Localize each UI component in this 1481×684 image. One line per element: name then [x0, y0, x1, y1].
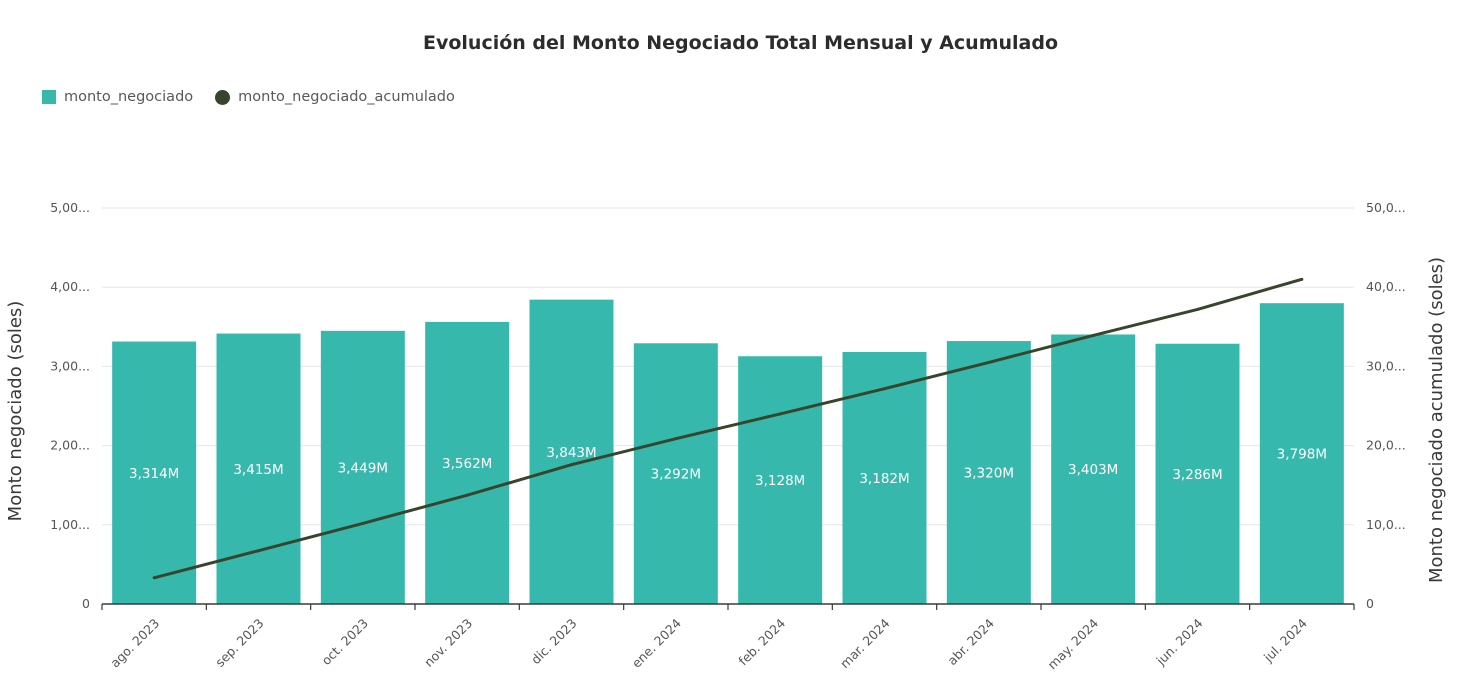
- y2-tick-label: 30,0...: [1366, 358, 1406, 373]
- y2-tick-label: 20,0...: [1366, 438, 1406, 453]
- bar-value-label: 3,562M: [442, 456, 492, 472]
- cumulative-point: [570, 463, 573, 467]
- y2-axis-title: Monto negociado acumulado (soles): [1426, 257, 1447, 583]
- bar-value-label: 3,314M: [129, 466, 179, 482]
- x-tick-label: jul. 2024: [1260, 615, 1310, 665]
- y-tick-label: 5,00...: [50, 200, 90, 215]
- cumulative-point: [152, 576, 156, 580]
- cumulative-point: [1091, 333, 1095, 337]
- cumulative-point: [361, 521, 365, 525]
- cumulative-point: [1300, 277, 1304, 281]
- bar-value-label: 3,182M: [859, 471, 909, 487]
- legend-label-monto-negociado: monto_negociado: [64, 89, 194, 105]
- y2-tick-label: 50,0...: [1366, 200, 1406, 215]
- y-tick-label: 2,00...: [50, 438, 90, 453]
- y-tick-label: 0: [82, 596, 90, 611]
- legend-label-monto-acumulado: monto_negociado_acumulado: [238, 89, 455, 105]
- bar-value-label: 3,449M: [338, 460, 388, 476]
- x-tick-label: ene. 2024: [629, 615, 684, 670]
- bar: [1259, 303, 1344, 604]
- y-axis-title: Monto negociado (soles): [5, 301, 26, 522]
- x-tick-label: may. 2024: [1045, 615, 1102, 672]
- x-tick-label: ago. 2023: [107, 616, 162, 671]
- y-tick-label: 1,00...: [50, 517, 90, 532]
- bar: [112, 341, 197, 604]
- x-tick-label: oct. 2023: [318, 616, 370, 668]
- cumulative-point: [883, 387, 886, 391]
- bar: [738, 356, 823, 604]
- y2-tick-label: 10,0...: [1366, 517, 1406, 532]
- cumulative-point: [987, 360, 991, 364]
- bar: [1051, 334, 1136, 604]
- bar: [320, 330, 405, 604]
- bar-value-label: 3,415M: [233, 462, 283, 478]
- bar: [1155, 343, 1240, 604]
- y-tick-label: 3,00...: [50, 358, 90, 373]
- cumulative-line: [153, 277, 1303, 580]
- cumulative-point: [778, 412, 782, 416]
- x-tick-label: mar. 2024: [837, 615, 893, 671]
- bar-value-label: 3,403M: [1068, 462, 1118, 478]
- bar: [425, 321, 510, 604]
- bar-value-label: 3,320M: [964, 466, 1014, 482]
- x-tick-label: nov. 2023: [421, 616, 475, 670]
- x-tick-label: jun. 2024: [1153, 615, 1206, 668]
- cumulative-point: [674, 437, 678, 441]
- x-tick-label: feb. 2024: [735, 615, 788, 668]
- bar: [529, 299, 614, 604]
- bar-value-label: 3,798M: [1277, 447, 1327, 463]
- y2-tick-label: 40,0...: [1366, 279, 1406, 294]
- bar-value-label: 3,286M: [1172, 467, 1222, 483]
- cumulative-point: [257, 549, 260, 553]
- bar: [946, 341, 1031, 604]
- legend-item-monto-negociado[interactable]: monto_negociado: [42, 89, 193, 105]
- y-tick-label: 4,00...: [50, 279, 90, 294]
- chart-title: Evolución del Monto Negociado Total Mens…: [422, 32, 1058, 54]
- y2-tick-label: 0: [1366, 596, 1374, 611]
- x-tick-label: sep. 2023: [212, 616, 266, 670]
- x-tick-label: dic. 2023: [528, 616, 580, 668]
- legend-bar-swatch: [42, 90, 56, 104]
- bar: [633, 343, 718, 604]
- legend-line-swatch: [215, 89, 231, 105]
- legend-item-monto-acumulado[interactable]: monto_negociado_acumulado: [215, 89, 455, 105]
- bar-value-label: 3,292M: [651, 467, 701, 483]
- legend: monto_negociado monto_negociado_acumulad…: [42, 89, 477, 105]
- cumulative-point: [465, 493, 469, 497]
- cumulative-point: [1196, 307, 1199, 311]
- x-tick-label: abr. 2024: [944, 615, 997, 668]
- bar-value-label: 3,843M: [546, 445, 596, 461]
- bar-value-label: 3,128M: [755, 473, 805, 489]
